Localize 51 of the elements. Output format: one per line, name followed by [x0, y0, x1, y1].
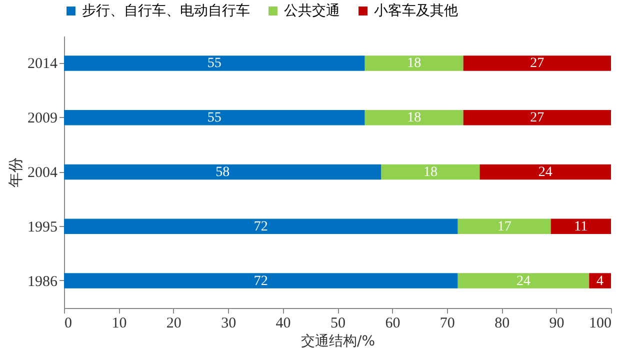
x-tick-label: 30	[221, 316, 236, 332]
bar	[550, 218, 611, 234]
bar	[64, 110, 365, 126]
data-label: 27	[530, 56, 544, 72]
y-axis-title: 年份	[6, 158, 24, 188]
data-label: 11	[574, 219, 588, 234]
y-tick-label: 1986	[28, 274, 58, 290]
data-label: 18	[407, 56, 422, 72]
x-tick-label: 50	[330, 316, 346, 332]
data-label: 58	[216, 165, 230, 180]
x-tick-label: 60	[385, 316, 400, 332]
bar	[64, 56, 365, 71]
bar	[381, 164, 480, 180]
x-axis-title: 交通结构/%	[300, 334, 376, 350]
bar	[480, 164, 611, 180]
bar	[64, 164, 382, 180]
bar	[589, 273, 611, 288]
x-tick-label: 10	[112, 316, 127, 332]
bar	[458, 218, 551, 234]
bar	[64, 273, 458, 288]
data-label: 4	[596, 274, 604, 289]
x-tick-label: 90	[549, 316, 564, 332]
data-label: 18	[407, 110, 422, 126]
bar	[458, 273, 590, 288]
data-label: 24	[516, 274, 530, 289]
bar	[463, 56, 611, 71]
x-tick-label: 100	[589, 316, 612, 332]
data-label: 27	[530, 110, 544, 126]
legend-label: 公共交通	[284, 3, 340, 19]
data-label: 55	[207, 56, 222, 72]
x-tick-label: 80	[494, 316, 510, 332]
data-label: 18	[423, 165, 438, 180]
bar	[64, 218, 458, 234]
y-tick-label: 2014	[28, 56, 58, 72]
x-tick-label: 40	[276, 316, 291, 332]
x-tick-label: 0	[64, 316, 72, 332]
y-tick-label: 1995	[28, 219, 58, 236]
data-label: 24	[538, 165, 552, 180]
data-label: 72	[254, 274, 268, 289]
legend-label: 小客车及其他	[374, 3, 458, 19]
bar	[364, 56, 464, 71]
bar	[463, 110, 611, 126]
data-label: 72	[254, 219, 268, 234]
x-tick-label: 20	[166, 316, 182, 332]
bar	[364, 110, 464, 126]
legend-label: 步行、自行车、电动自行车	[82, 3, 250, 19]
y-tick-label: 2004	[28, 165, 58, 181]
data-label: 17	[497, 219, 512, 234]
data-label: 55	[207, 110, 222, 126]
y-tick-label: 2009	[28, 110, 58, 127]
x-tick-label: 70	[440, 316, 455, 332]
